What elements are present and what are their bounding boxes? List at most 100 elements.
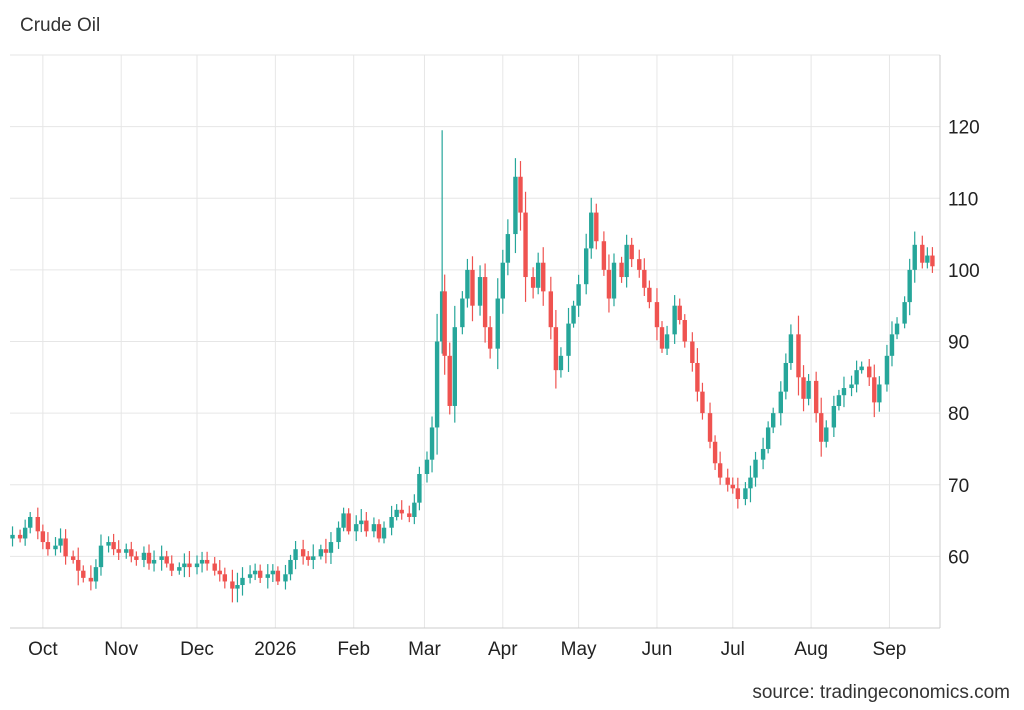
y-tick-label: 60 <box>948 547 969 568</box>
candle-body <box>695 362 700 392</box>
candle-body <box>707 413 713 442</box>
candle-body <box>63 538 68 557</box>
candle-body <box>151 559 157 564</box>
candle-body <box>35 516 40 532</box>
x-tick-label: Sep <box>873 639 907 660</box>
candle-body <box>505 234 511 263</box>
candle-body <box>230 581 235 589</box>
candle-body <box>647 287 652 303</box>
candle-body <box>106 542 111 546</box>
y-tick-label: 80 <box>948 404 969 425</box>
candle-body <box>753 459 758 478</box>
candle-body <box>566 323 571 356</box>
candle-body <box>470 269 475 306</box>
candle-body <box>606 269 612 299</box>
candle-body <box>53 545 58 550</box>
candle-body <box>672 305 677 335</box>
candle-body <box>601 241 607 270</box>
x-tick-label: 2026 <box>254 639 296 660</box>
candle-body <box>930 255 935 267</box>
y-tick-label: 100 <box>948 261 980 282</box>
candle-body <box>877 384 882 403</box>
candle-body <box>429 427 435 460</box>
candle-body <box>796 334 801 378</box>
candle-body <box>217 570 222 575</box>
candle-body <box>159 556 164 560</box>
candle-body <box>265 574 270 578</box>
candle-body <box>783 362 789 392</box>
candle-body <box>76 559 81 571</box>
candle-body <box>813 380 819 414</box>
candle-body <box>275 570 281 582</box>
x-tick-label: May <box>561 639 597 660</box>
candle-body <box>513 176 518 235</box>
candle-body <box>10 534 15 539</box>
candle-body <box>22 527 28 539</box>
candle-body <box>371 524 377 532</box>
candle-body <box>328 542 334 553</box>
candle-body <box>354 524 359 532</box>
x-tick-label: Mar <box>408 639 441 660</box>
candle-body <box>28 516 33 528</box>
candle-body <box>293 549 298 560</box>
candle-body <box>346 513 351 532</box>
candle-body <box>235 585 240 589</box>
candle-body <box>194 563 200 568</box>
candle-body <box>111 542 116 550</box>
candle-body <box>199 559 205 564</box>
candle-body <box>306 556 311 560</box>
x-tick-label: Oct <box>28 639 58 660</box>
candle-body <box>576 284 581 306</box>
candle-body <box>407 513 412 517</box>
candle-body <box>93 567 99 582</box>
candle-body <box>424 459 430 475</box>
candle-body <box>116 549 121 553</box>
candle-body <box>182 563 187 568</box>
candle-body <box>819 413 824 442</box>
candle-body <box>530 277 536 288</box>
candle-body <box>394 509 399 517</box>
candle-body <box>465 269 470 299</box>
candle-body <box>399 509 404 514</box>
candle-body <box>364 520 369 532</box>
candle-body <box>257 570 263 578</box>
source-label: source: tradingeconomics.com <box>752 682 1010 703</box>
candles <box>10 130 935 603</box>
candle-body <box>902 302 907 324</box>
candle-body <box>500 262 505 299</box>
candle-body <box>288 559 293 575</box>
candle-body <box>659 327 665 349</box>
candle-body <box>735 488 741 500</box>
candle-body <box>389 516 394 528</box>
candle-body <box>98 545 104 568</box>
candle-body <box>323 549 329 553</box>
x-tick-label: Dec <box>180 639 214 660</box>
chart-title: Crude Oil <box>20 15 101 36</box>
candle-body <box>283 574 288 582</box>
candle-body <box>477 277 483 306</box>
candle-body <box>717 463 723 478</box>
candle-body <box>836 395 842 406</box>
candle-body <box>447 355 452 406</box>
candle-body <box>730 484 735 489</box>
candle-body <box>824 427 829 442</box>
candle-body <box>859 366 864 371</box>
candle-body <box>553 327 559 371</box>
candle-body <box>637 259 642 270</box>
candle-body <box>70 556 76 560</box>
candle-body <box>240 577 245 586</box>
candle-body <box>677 305 682 321</box>
candle-body <box>619 262 624 278</box>
candle-body <box>743 488 748 500</box>
candle-body <box>548 291 554 328</box>
y-tick-label: 70 <box>948 476 969 497</box>
candle-body <box>682 320 687 342</box>
candle-body <box>541 262 546 292</box>
candle-body <box>925 255 930 263</box>
x-tick-label: Jul <box>721 639 745 660</box>
candle-body <box>311 556 316 560</box>
candle-body <box>664 334 670 349</box>
candle-body <box>222 574 228 582</box>
candle-body <box>134 556 139 560</box>
